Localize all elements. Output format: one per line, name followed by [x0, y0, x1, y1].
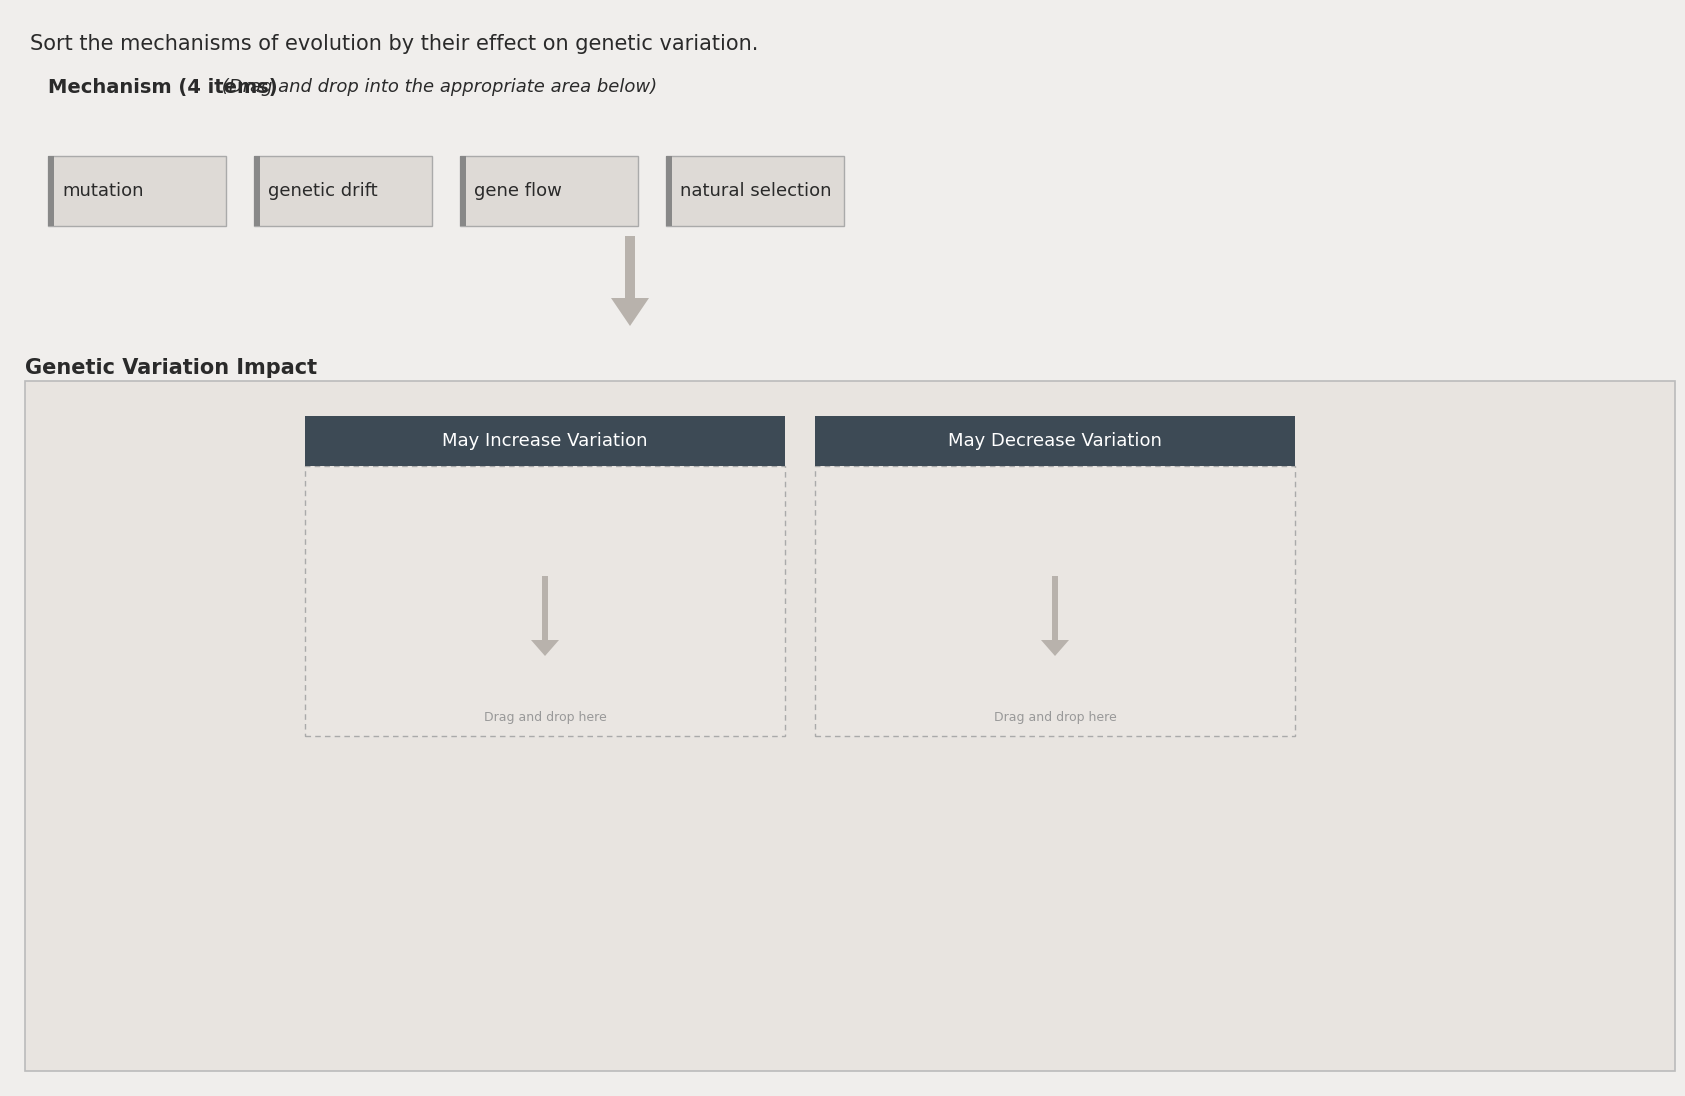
Text: May Decrease Variation: May Decrease Variation	[949, 432, 1163, 450]
Bar	[254, 156, 259, 226]
Bar	[25, 381, 1675, 1071]
Polygon shape	[1041, 576, 1068, 657]
Bar	[47, 156, 226, 226]
Text: Drag and drop here: Drag and drop here	[994, 711, 1117, 724]
Bar	[254, 156, 431, 226]
Text: May Increase Variation: May Increase Variation	[441, 432, 647, 450]
Text: (Drag and drop into the appropriate area below): (Drag and drop into the appropriate area…	[216, 78, 657, 96]
Text: gene flow: gene flow	[473, 182, 561, 199]
Bar	[305, 416, 785, 466]
Bar	[460, 156, 639, 226]
Text: Genetic Variation Impact: Genetic Variation Impact	[25, 358, 317, 378]
Text: genetic drift: genetic drift	[268, 182, 377, 199]
Text: Drag and drop here: Drag and drop here	[484, 711, 607, 724]
Polygon shape	[612, 236, 649, 326]
Text: mutation: mutation	[62, 182, 143, 199]
Text: Mechanism (4 items): Mechanism (4 items)	[47, 78, 278, 98]
Bar	[305, 466, 785, 737]
Bar	[816, 466, 1296, 737]
Bar	[816, 416, 1296, 466]
Bar	[666, 156, 672, 226]
Text: Sort the mechanisms of evolution by their effect on genetic variation.: Sort the mechanisms of evolution by thei…	[30, 34, 758, 54]
Text: natural selection: natural selection	[681, 182, 831, 199]
Bar	[47, 156, 54, 226]
Bar	[666, 156, 844, 226]
Bar	[460, 156, 467, 226]
Polygon shape	[531, 576, 559, 657]
